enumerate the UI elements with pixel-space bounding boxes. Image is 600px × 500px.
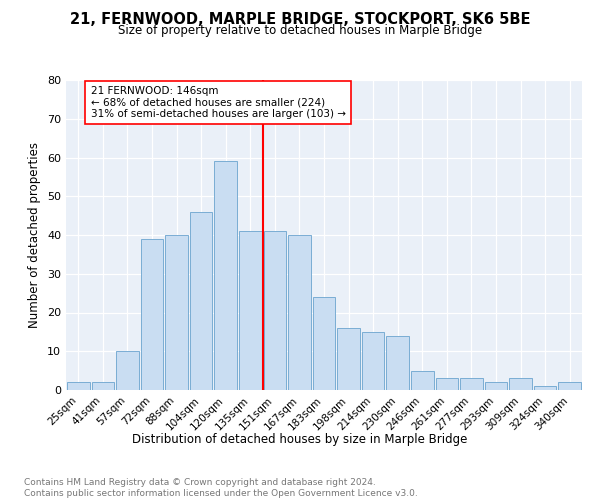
- Bar: [337, 328, 360, 390]
- Bar: [386, 336, 409, 390]
- Bar: [411, 370, 434, 390]
- Bar: [534, 386, 556, 390]
- Bar: [288, 235, 311, 390]
- Bar: [559, 382, 581, 390]
- Bar: [239, 231, 262, 390]
- Bar: [485, 382, 508, 390]
- Text: 21 FERNWOOD: 146sqm
← 68% of detached houses are smaller (224)
31% of semi-detac: 21 FERNWOOD: 146sqm ← 68% of detached ho…: [91, 86, 346, 119]
- Bar: [92, 382, 114, 390]
- Bar: [140, 239, 163, 390]
- Bar: [313, 297, 335, 390]
- Text: 21, FERNWOOD, MARPLE BRIDGE, STOCKPORT, SK6 5BE: 21, FERNWOOD, MARPLE BRIDGE, STOCKPORT, …: [70, 12, 530, 28]
- Text: Size of property relative to detached houses in Marple Bridge: Size of property relative to detached ho…: [118, 24, 482, 37]
- Text: Contains HM Land Registry data © Crown copyright and database right 2024.
Contai: Contains HM Land Registry data © Crown c…: [24, 478, 418, 498]
- Bar: [116, 351, 139, 390]
- Bar: [460, 378, 483, 390]
- Bar: [67, 382, 89, 390]
- Y-axis label: Number of detached properties: Number of detached properties: [28, 142, 41, 328]
- Text: Distribution of detached houses by size in Marple Bridge: Distribution of detached houses by size …: [133, 432, 467, 446]
- Bar: [214, 162, 237, 390]
- Bar: [509, 378, 532, 390]
- Bar: [362, 332, 385, 390]
- Bar: [263, 231, 286, 390]
- Bar: [165, 235, 188, 390]
- Bar: [190, 212, 212, 390]
- Bar: [436, 378, 458, 390]
